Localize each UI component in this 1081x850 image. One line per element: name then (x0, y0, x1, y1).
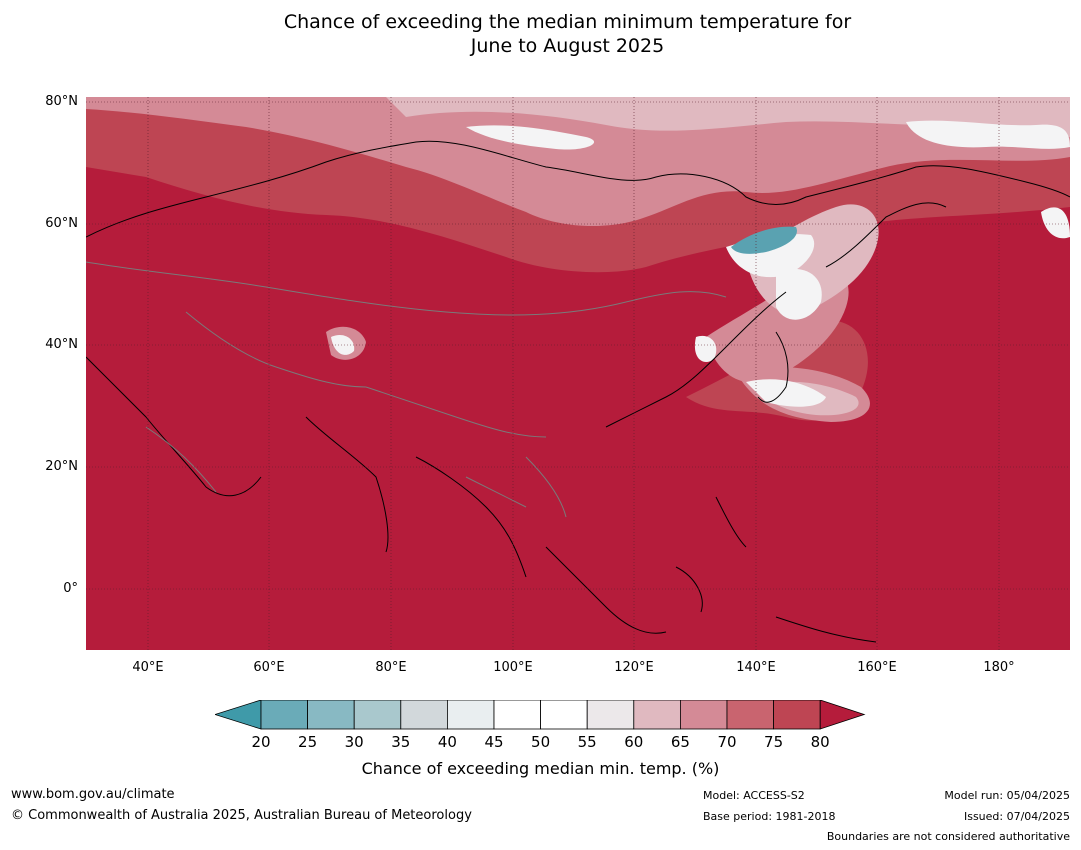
colorbar-extend-above (819, 700, 866, 730)
lat-label-40n: 40°N (45, 337, 78, 352)
graticule (86, 97, 1070, 650)
colorbar-tick-45: 45 (484, 733, 504, 751)
colorbar-bin-75-80 (773, 700, 821, 730)
website-link[interactable]: www.bom.gov.au/climate (11, 787, 175, 802)
colorbar-bin-30-35 (353, 700, 402, 730)
base-period-text: Base period: 1981-2018 (703, 810, 836, 823)
colorbar-title: Chance of exceeding median min. temp. (%… (361, 759, 720, 778)
disclaimer-text: Boundaries are not considered authoritat… (826, 830, 1070, 843)
lat-label-60n: 60°N (45, 216, 78, 231)
colorbar-bin-25-30 (307, 700, 355, 730)
copyright-text: © Commonwealth of Australia 2025, Austra… (11, 808, 472, 823)
lat-label-80n: 80°N (45, 94, 78, 109)
colorbar-tick-60: 60 (624, 733, 644, 751)
colorbar (215, 700, 866, 730)
colorbar-bin-35-40 (400, 700, 448, 730)
colorbar-tick-40: 40 (437, 733, 457, 751)
lon-label-140e: 140°E (736, 660, 776, 675)
colorbar-bin-50-55 (540, 700, 588, 730)
colorbar-bin-55-60 (586, 700, 635, 730)
probability-map (86, 97, 1070, 650)
lat-label-20n: 20°N (45, 459, 78, 474)
lon-label-180: 180° (983, 660, 1015, 675)
probability-shading-below-40 (731, 226, 797, 254)
colorbar-tick-65: 65 (670, 733, 690, 751)
colorbar-tick-30: 30 (344, 733, 364, 751)
issued-text: Issued: 07/04/2025 (963, 810, 1070, 823)
lon-label-80e: 80°E (375, 660, 407, 675)
colorbar-tick-25: 25 (298, 733, 318, 751)
colorbar-extend-below (215, 700, 262, 730)
colorbar-tick-20: 20 (251, 733, 271, 751)
model-run-text: Model run: 05/04/2025 (944, 789, 1070, 802)
lon-label-120e: 120°E (614, 660, 654, 675)
map-title-line-2: June to August 2025 (470, 35, 665, 57)
model-text: Model: ACCESS-S2 (703, 789, 805, 802)
colorbar-tick-75: 75 (764, 733, 784, 751)
lon-label-100e: 100°E (493, 660, 533, 675)
map-title-line-1: Chance of exceeding the median minimum t… (283, 11, 852, 33)
country-borders (86, 261, 727, 518)
colorbar-bin-65-70 (679, 700, 728, 730)
map-title: Chance of exceeding the median minimum t… (0, 10, 1081, 58)
colorbar-bin-45-50 (493, 700, 541, 730)
colorbar-tick-55: 55 (577, 733, 597, 751)
lon-label-60e: 60°E (253, 660, 285, 675)
coastlines (86, 140, 1070, 643)
lat-label-0: 0° (63, 581, 78, 596)
colorbar-bin-60-65 (633, 700, 681, 730)
colorbar-tick-80: 80 (810, 733, 830, 751)
colorbar-bin-70-75 (726, 700, 774, 730)
colorbar-bin-20-25 (260, 700, 308, 730)
colorbar-tick-35: 35 (391, 733, 411, 751)
colorbar-bin-40-45 (446, 700, 495, 730)
colorbar-tick-70: 70 (717, 733, 737, 751)
colorbar-tick-50: 50 (531, 733, 551, 751)
lon-label-160e: 160°E (857, 660, 897, 675)
lon-label-40e: 40°E (132, 660, 164, 675)
